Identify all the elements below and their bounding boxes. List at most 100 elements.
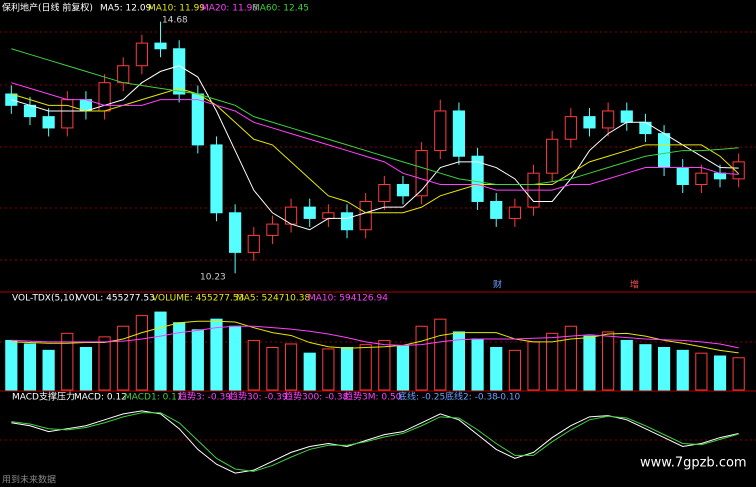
candle-body [396, 184, 410, 197]
volume-bar [732, 357, 745, 391]
legend-label: 底线: -0.25 [398, 391, 445, 403]
volume-bar [359, 344, 372, 391]
volume-bar [564, 325, 577, 391]
volume-bar [583, 335, 596, 391]
volume-bar [135, 315, 148, 391]
volume-bar [378, 339, 391, 391]
candle-body [303, 206, 316, 219]
legend-entry: MA5: 524710.38 [236, 294, 310, 304]
candle-body [452, 110, 466, 157]
candle-body [639, 121, 652, 135]
candle-body [602, 110, 615, 129]
legend-label: 底线2: -0.38 [445, 391, 498, 403]
line [11, 65, 739, 231]
candle-body [732, 161, 745, 180]
candle-body [657, 133, 671, 169]
volume-bar [79, 347, 93, 391]
candle-body [42, 116, 55, 129]
line [11, 320, 739, 354]
candle-body [61, 99, 74, 129]
volume-bar [695, 352, 708, 391]
volume-bar [303, 352, 316, 391]
legend-entry: MA10: 11.99 [148, 4, 205, 14]
panel-title: MACD支撑压力 [12, 391, 75, 403]
candle-body [247, 234, 260, 253]
volume-bar [154, 311, 167, 391]
volume-bar [340, 347, 354, 391]
candle-body [173, 48, 186, 95]
candle-body [564, 116, 577, 140]
volume-bar [415, 325, 428, 391]
volume-bar [42, 349, 55, 391]
volume-bar [471, 338, 484, 391]
candle-body [359, 200, 372, 231]
candle-body [676, 167, 689, 186]
line [11, 412, 739, 472]
candle-body [546, 138, 559, 174]
volume-bar [98, 336, 111, 391]
volume-bar [508, 349, 521, 391]
volume-bar [546, 332, 559, 391]
line [11, 325, 739, 349]
legend-label: VVOL: 455277.53 [76, 294, 155, 304]
candle-body [508, 206, 521, 219]
volume-bar [527, 341, 540, 391]
line [11, 82, 739, 191]
legend-label: 趋势3: -0.39 [178, 391, 231, 403]
candle-body [266, 223, 279, 236]
volume-bar [639, 344, 652, 391]
candle-body [620, 110, 633, 123]
volume-bar [247, 339, 260, 391]
candle-body [695, 172, 708, 185]
candle-body [583, 116, 596, 129]
line [11, 48, 739, 185]
line [11, 410, 739, 474]
volume-bar [5, 339, 18, 391]
chart-title: 保利地产(日线 前复权) [2, 2, 93, 14]
volume-bar [713, 355, 727, 391]
volume-bar [117, 325, 130, 391]
line [11, 87, 740, 214]
candle-body [154, 42, 167, 50]
volume-bar [620, 339, 633, 391]
candle-body [117, 65, 130, 84]
volume-bar [490, 347, 503, 391]
candle-body [340, 212, 354, 231]
volume-bar [396, 345, 410, 391]
candle-body [471, 155, 484, 202]
candle-body [229, 212, 242, 253]
volume-bar [191, 329, 204, 391]
volume-bar [676, 349, 689, 391]
candle-body [713, 172, 727, 180]
candle-body [210, 144, 223, 214]
annotation: 财 [493, 279, 502, 291]
annotation: 10.23 [200, 273, 226, 283]
watermark: www.7gpzb.com [640, 456, 747, 471]
candle-body [191, 93, 204, 146]
note: 用到未来数据 [2, 474, 56, 486]
volume-bar [434, 318, 447, 391]
volume-bar [657, 347, 671, 391]
legend-entry: MACD1: 0.11 [124, 393, 183, 403]
candle-body [378, 184, 391, 202]
volume-bar [322, 348, 335, 391]
legend-label: 趋势3M: 0.50 [344, 391, 402, 403]
volume-bar [452, 331, 466, 391]
volume-bar [61, 332, 74, 391]
legend-entry: MA5: 12.09 [100, 4, 152, 14]
volume-bar [266, 347, 279, 391]
legend-label: -0.10 [497, 393, 521, 403]
legend-entry: MA60: 12.45 [252, 4, 309, 14]
candle-body [415, 150, 428, 197]
candle-body [490, 200, 503, 219]
volume-bar [210, 318, 223, 391]
annotation: 14.68 [162, 16, 188, 26]
volume-bar [23, 343, 37, 391]
legend-label: 趋势300: -0.38 [284, 391, 349, 403]
legend-entry: MA20: 11.98 [201, 4, 258, 14]
legend-entry: MA10: 594126.94 [308, 294, 388, 304]
candle-body [322, 212, 335, 219]
legend-entry: MACD: 0.12 [74, 393, 127, 403]
candle-body [135, 42, 148, 67]
